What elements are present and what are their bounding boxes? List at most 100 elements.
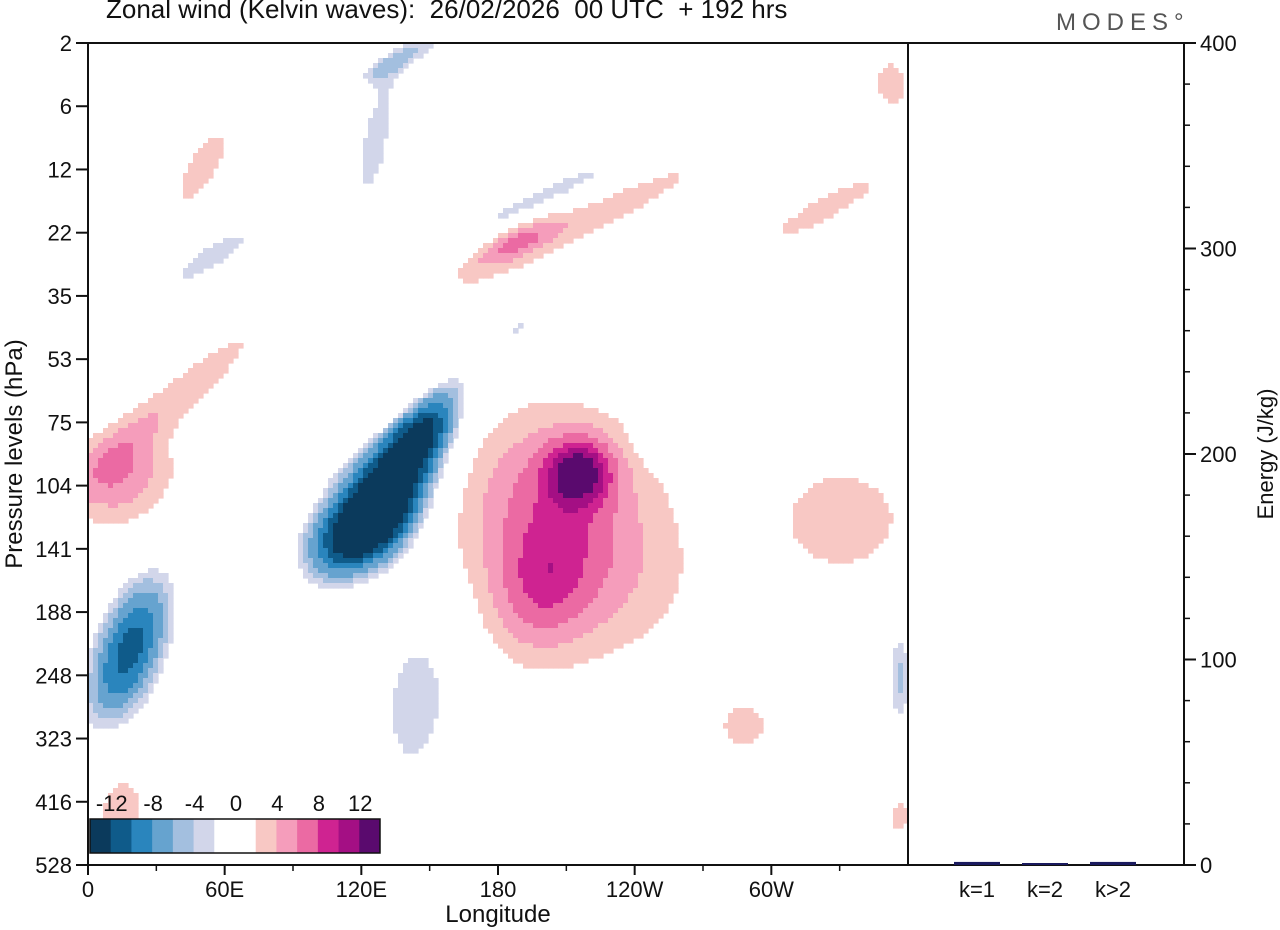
heatmap-cell <box>98 508 104 514</box>
heatmap-cell <box>463 513 469 519</box>
heatmap-cell <box>93 698 99 704</box>
heatmap-cell <box>863 533 869 539</box>
heatmap-cell <box>103 513 109 519</box>
heatmap-cell <box>123 583 129 589</box>
heatmap-cell <box>538 408 544 414</box>
heatmap-cell <box>143 688 149 694</box>
heatmap-cell <box>353 508 359 514</box>
heatmap-cell <box>568 518 574 524</box>
heatmap-cell <box>433 688 439 694</box>
heatmap-cell <box>328 508 334 514</box>
heatmap-cell <box>358 483 364 489</box>
heatmap-cell <box>893 658 899 664</box>
energy-category-label: k>2 <box>1095 877 1131 902</box>
heatmap-cell <box>363 173 369 179</box>
heatmap-cell <box>533 423 539 429</box>
heatmap-cell <box>558 238 564 244</box>
heatmap-cell <box>528 643 534 649</box>
heatmap-cell <box>403 668 409 674</box>
heatmap-cell <box>148 663 154 669</box>
heatmap-cell <box>493 593 499 599</box>
heatmap-cell <box>383 458 389 464</box>
heatmap-cell <box>373 458 379 464</box>
heatmap-cell <box>418 473 424 479</box>
heatmap-cell <box>408 748 414 754</box>
heatmap-cell <box>168 388 174 394</box>
heatmap-cell <box>113 513 119 519</box>
heatmap-cell <box>508 568 514 574</box>
heatmap-cell <box>198 178 204 184</box>
heatmap-cell <box>303 528 309 534</box>
heatmap-cell <box>593 588 599 594</box>
heatmap-cell <box>93 723 99 729</box>
heatmap-cell <box>473 588 479 594</box>
x-tick-label: 180 <box>480 877 517 902</box>
heatmap-cell <box>523 553 529 559</box>
heatmap-cell <box>373 148 379 154</box>
heatmap-cell <box>103 468 109 474</box>
heatmap-cell <box>373 108 379 114</box>
heatmap-cell <box>563 458 569 464</box>
heatmap-cell <box>653 478 659 484</box>
heatmap-cell <box>533 563 539 569</box>
heatmap-cell <box>568 658 574 664</box>
heatmap-cell <box>543 573 549 579</box>
heatmap-cell <box>563 453 569 459</box>
heatmap-cell <box>423 398 429 404</box>
heatmap-cell <box>363 523 369 529</box>
heatmap-cell <box>483 248 489 254</box>
heatmap-cell <box>608 418 614 424</box>
heatmap-cell <box>123 633 129 639</box>
heatmap-cell <box>558 658 564 664</box>
heatmap-cell <box>528 453 534 459</box>
heatmap-cell <box>488 608 494 614</box>
heatmap-cell <box>593 488 599 494</box>
heatmap-cell <box>418 483 424 489</box>
heatmap-cell <box>113 678 119 684</box>
heatmap-cell <box>473 488 479 494</box>
heatmap-cell <box>563 468 569 474</box>
heatmap-cell <box>373 553 379 559</box>
heatmap-cell <box>648 513 654 519</box>
heatmap-cell <box>133 583 139 589</box>
heatmap-cell <box>133 423 139 429</box>
heatmap-cell <box>543 463 549 469</box>
heatmap-cell <box>653 518 659 524</box>
heatmap-cell <box>833 528 839 534</box>
heatmap-cell <box>518 598 524 604</box>
heatmap-cell <box>553 213 559 219</box>
heatmap-cell <box>608 468 614 474</box>
heatmap-cell <box>113 608 119 614</box>
heatmap-cell <box>588 408 594 414</box>
heatmap-cell <box>158 443 164 449</box>
heatmap-cell <box>528 573 534 579</box>
heatmap-cell <box>653 558 659 564</box>
heatmap-cell <box>528 243 534 249</box>
heatmap-cell <box>808 493 814 499</box>
heatmap-cell <box>303 548 309 554</box>
heatmap-cell <box>598 528 604 534</box>
heatmap-cell <box>568 503 574 509</box>
heatmap-cell <box>503 503 509 509</box>
heatmap-cell <box>418 693 424 699</box>
heatmap-cell <box>593 573 599 579</box>
heatmap-cell <box>153 573 159 579</box>
heatmap-cell <box>103 428 109 434</box>
heatmap-cell <box>378 498 384 504</box>
heatmap-cell <box>413 458 419 464</box>
heatmap-cell <box>128 703 134 709</box>
heatmap-cell <box>363 443 369 449</box>
heatmap-cell <box>113 603 119 609</box>
heatmap-cell <box>553 663 559 669</box>
heatmap-cell <box>373 533 379 539</box>
heatmap-cell <box>443 453 449 459</box>
heatmap-cell <box>883 513 889 519</box>
heatmap-cell <box>338 583 344 589</box>
heatmap-cell <box>633 493 639 499</box>
heatmap-cell <box>848 493 854 499</box>
heatmap-cell <box>428 428 434 434</box>
heatmap-cell <box>388 498 394 504</box>
heatmap-cell <box>108 488 114 494</box>
heatmap-cell <box>108 703 114 709</box>
heatmap-cell <box>823 203 829 209</box>
